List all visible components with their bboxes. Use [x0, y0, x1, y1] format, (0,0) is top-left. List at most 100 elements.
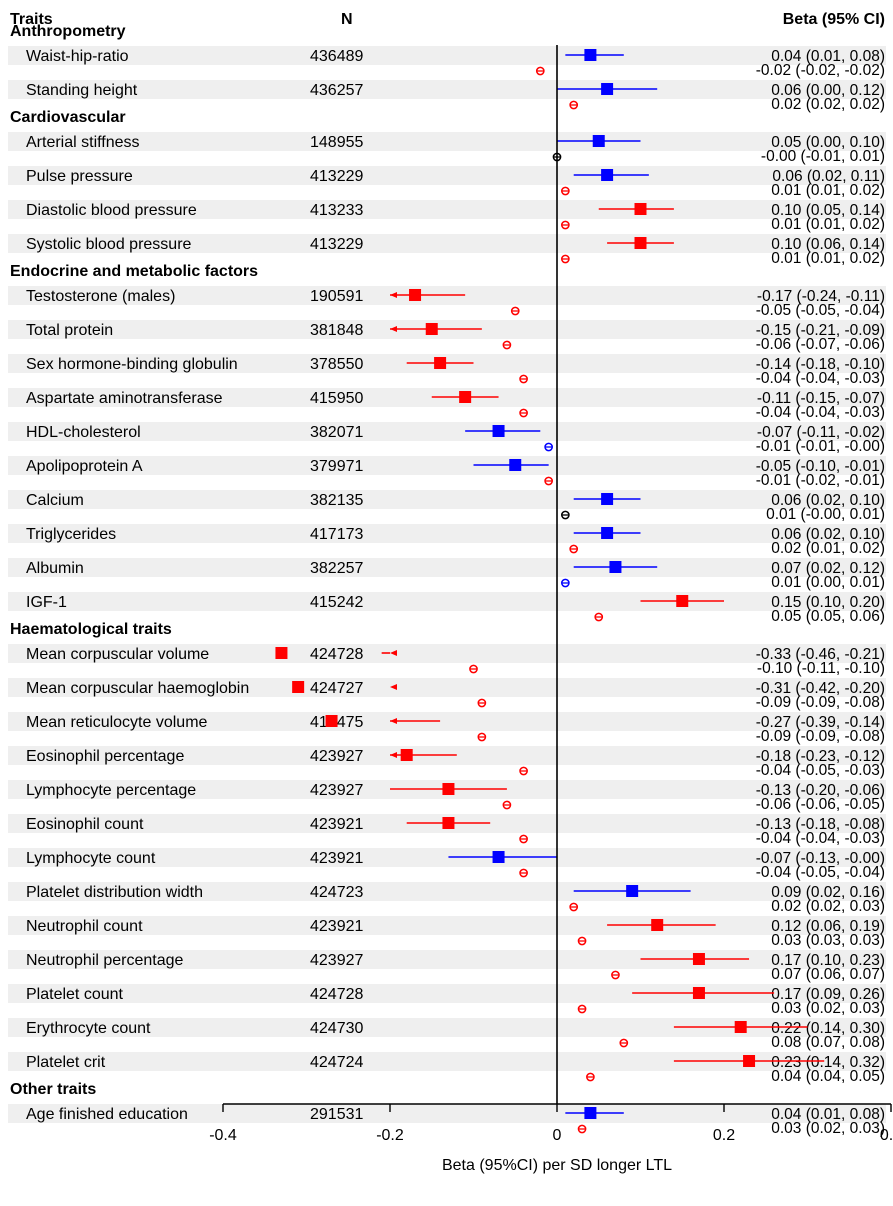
beta-ci-label-alt: -0.05 (-0.05, -0.04)	[756, 302, 885, 319]
row-band	[8, 422, 886, 441]
beta-ci-label: 0.04 (0.01, 0.08)	[771, 48, 885, 65]
n-value: 423927	[310, 952, 363, 969]
beta-ci-label-alt: 0.05 (0.05, 0.06)	[771, 608, 885, 625]
n-value: 424723	[310, 884, 363, 901]
n-value: 379971	[310, 458, 363, 475]
category-label: Endocrine and metabolic factors	[10, 263, 258, 280]
estimate-square	[459, 391, 472, 403]
estimate-square	[425, 323, 438, 335]
header-n: N	[341, 11, 353, 28]
n-value: 415950	[310, 390, 363, 407]
n-value: 382257	[310, 560, 363, 577]
n-value: 424727	[310, 680, 363, 697]
estimate-circle	[544, 476, 554, 486]
beta-ci-label-alt: 0.02 (0.01, 0.02)	[771, 540, 885, 557]
trait-label: Calcium	[26, 492, 84, 509]
estimate-square	[692, 953, 705, 965]
beta-ci-label-alt: 0.08 (0.07, 0.08)	[771, 1034, 885, 1051]
n-value: 424728	[310, 986, 363, 1003]
estimate-square	[609, 561, 622, 573]
ci-arrow	[390, 684, 397, 690]
estimate-circle	[544, 442, 554, 452]
n-value: 417173	[310, 526, 363, 543]
trait-label: Mean corpuscular volume	[26, 646, 209, 663]
beta-ci-label: -0.05 (-0.10, -0.01)	[756, 458, 885, 475]
x-tick-label: -0.4	[209, 1127, 237, 1144]
estimate-circle	[519, 834, 528, 844]
trait-label: Lymphocyte count	[26, 850, 156, 867]
beta-ci-label: 0.17 (0.10, 0.23)	[771, 952, 885, 969]
n-value: 424724	[310, 1054, 363, 1071]
estimate-square	[442, 817, 455, 829]
beta-ci-label: 0.12 (0.06, 0.19)	[771, 918, 885, 935]
n-value: 190591	[310, 288, 363, 305]
row-band	[8, 1104, 886, 1123]
estimate-circle	[477, 698, 487, 708]
row-band	[8, 456, 886, 475]
category-label: Haematological traits	[10, 621, 172, 638]
trait-label: Lymphocyte percentage	[26, 782, 196, 799]
beta-ci-label: -0.18 (-0.23, -0.12)	[756, 748, 885, 765]
trait-label: Eosinophil count	[26, 816, 144, 833]
beta-ci-label: -0.07 (-0.13, -0.00)	[756, 850, 885, 867]
estimate-circle	[535, 66, 545, 76]
ci-arrow	[390, 650, 397, 656]
estimate-square	[400, 749, 413, 761]
n-value: 423927	[310, 748, 363, 765]
trait-label: Diastolic blood pressure	[26, 202, 197, 219]
row-band	[8, 132, 886, 151]
beta-ci-label: 0.17 (0.09, 0.26)	[771, 986, 885, 1003]
estimate-square	[634, 237, 647, 249]
category-label: Anthropometry	[10, 23, 126, 40]
beta-ci-label-alt: 0.02 (0.02, 0.02)	[771, 96, 885, 113]
estimate-square	[651, 919, 664, 931]
beta-ci-label: 0.07 (0.02, 0.12)	[771, 560, 885, 577]
trait-label: Arterial stiffness	[26, 134, 140, 151]
n-value: 424730	[310, 1020, 363, 1037]
beta-ci-label: 0.09 (0.02, 0.16)	[771, 884, 885, 901]
row-band	[8, 916, 886, 935]
estimate-circle	[569, 100, 579, 110]
estimate-square	[292, 681, 305, 693]
estimate-square	[584, 49, 597, 61]
beta-ci-label-alt: -0.01 (-0.01, -0.00)	[756, 438, 885, 455]
n-value: 291531	[310, 1106, 363, 1123]
row-band	[8, 984, 886, 1003]
estimate-square	[734, 1021, 747, 1033]
beta-ci-label: 0.06 (0.02, 0.10)	[771, 492, 885, 509]
row-band	[8, 46, 886, 65]
beta-ci-label: 0.22 (0.14, 0.30)	[771, 1020, 885, 1037]
beta-ci-label: 0.10 (0.05, 0.14)	[771, 202, 885, 219]
estimate-square	[601, 83, 614, 95]
row-band	[8, 678, 886, 697]
trait-label: IGF-1	[26, 594, 67, 611]
trait-label: Total protein	[26, 322, 113, 339]
n-value: 423921	[310, 850, 363, 867]
beta-ci-label-alt: 0.03 (0.02, 0.03)	[771, 1000, 885, 1017]
row-band	[8, 234, 886, 253]
estimate-square	[492, 851, 505, 863]
beta-ci-label: 0.23 (0.14, 0.32)	[771, 1054, 885, 1071]
n-value: 381848	[310, 322, 363, 339]
beta-ci-label-alt: -0.04 (-0.04, -0.03)	[756, 370, 885, 387]
estimate-square	[492, 425, 505, 437]
beta-ci-label-alt: 0.07 (0.06, 0.07)	[771, 966, 885, 983]
beta-ci-label-alt: -0.02 (-0.02, -0.02)	[756, 62, 885, 79]
trait-label: HDL-cholesterol	[26, 424, 141, 441]
row-band	[8, 848, 886, 867]
estimate-square	[676, 595, 689, 607]
beta-ci-label: 0.04 (0.01, 0.08)	[771, 1106, 885, 1123]
estimate-circle	[477, 732, 487, 742]
beta-ci-label: -0.13 (-0.18, -0.08)	[756, 816, 885, 833]
beta-ci-label-alt: 0.01 (0.01, 0.02)	[771, 250, 885, 267]
trait-label: Triglycerides	[26, 526, 116, 543]
beta-ci-label-alt: 0.01 (0.00, 0.01)	[771, 574, 885, 591]
estimate-circle	[519, 408, 528, 418]
beta-ci-label-alt: 0.01 (-0.00, 0.01)	[766, 506, 885, 523]
trait-label: Sex hormone-binding globulin	[26, 356, 238, 373]
beta-ci-label-alt: 0.01 (0.01, 0.02)	[771, 182, 885, 199]
trait-label: Age finished education	[26, 1106, 188, 1123]
trait-label: Neutrophil percentage	[26, 952, 184, 969]
beta-ci-label: -0.27 (-0.39, -0.14)	[756, 714, 885, 731]
n-value: 378550	[310, 356, 363, 373]
